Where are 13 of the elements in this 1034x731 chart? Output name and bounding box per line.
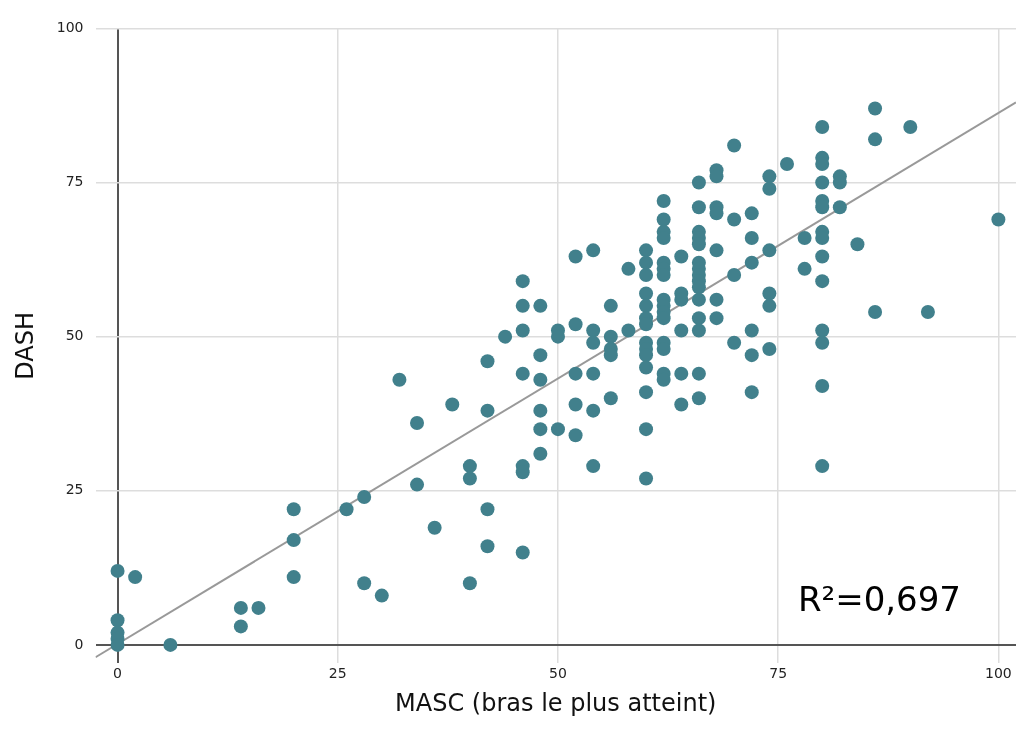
y-tick-label: 100 [56, 19, 84, 36]
y-tick-label: 25 [65, 481, 84, 498]
y-tick-label: 50 [65, 327, 84, 344]
x-tick-label: 75 [769, 665, 788, 682]
y-tick-label: 0 [74, 635, 84, 652]
x-tick-label: 50 [549, 665, 567, 682]
x-tick-label: 0 [113, 665, 122, 682]
x-axis-title: MASC (bras le plus atteint) [395, 688, 717, 717]
x-tick-label: 25 [328, 665, 347, 682]
y-tick-label: 75 [65, 173, 84, 190]
annotation: R²=0,697 [797, 579, 961, 620]
y-axis-title: DASH [10, 312, 39, 380]
x-tick-label: 100 [985, 665, 1012, 682]
